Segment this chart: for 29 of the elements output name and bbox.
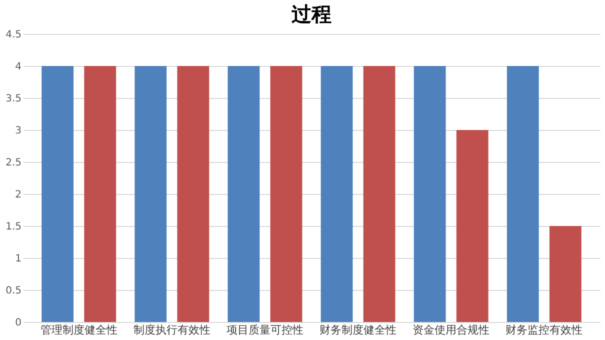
bar bbox=[42, 66, 74, 322]
bar bbox=[456, 130, 488, 322]
bar bbox=[363, 66, 396, 322]
y-tick-label: 0.5 bbox=[6, 286, 22, 296]
y-tick-label: 3.5 bbox=[6, 94, 22, 104]
bar bbox=[270, 66, 302, 322]
bar bbox=[228, 66, 260, 322]
x-tick-label: 制度执行有效性 bbox=[133, 324, 210, 336]
x-tick-label: 资金使用合规性 bbox=[412, 324, 490, 336]
bar bbox=[134, 66, 167, 322]
bar bbox=[320, 66, 353, 322]
y-tick-label: 4 bbox=[15, 62, 22, 72]
bar bbox=[506, 66, 539, 322]
bar bbox=[84, 66, 116, 322]
x-tick-label: 管理制度健全性 bbox=[40, 324, 118, 336]
y-tick-label: 1.5 bbox=[6, 222, 22, 232]
y-tick-label: 0 bbox=[15, 318, 22, 328]
x-tick-label: 项目质量可控性 bbox=[226, 324, 304, 336]
y-tick-label: 2 bbox=[15, 190, 22, 200]
y-tick-label: 1 bbox=[15, 254, 22, 264]
bar bbox=[177, 66, 210, 322]
bar bbox=[414, 66, 446, 322]
chart-title: 过程 bbox=[290, 2, 332, 26]
x-tick-label: 财务制度健全性 bbox=[320, 324, 397, 336]
x-tick-label: 财务监控有效性 bbox=[506, 324, 583, 336]
y-tick-label: 4.5 bbox=[6, 30, 22, 40]
y-tick-label: 2.5 bbox=[6, 158, 22, 168]
bar bbox=[549, 226, 582, 322]
y-tick-label: 3 bbox=[15, 126, 22, 136]
